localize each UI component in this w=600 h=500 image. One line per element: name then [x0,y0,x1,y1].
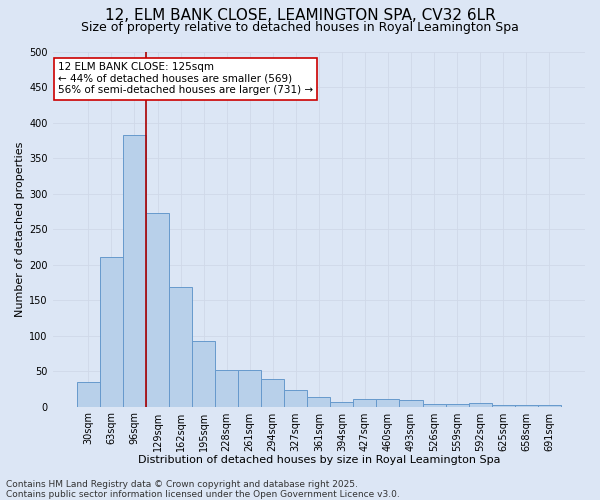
Bar [100,258,123,406]
Bar [515,405,538,406]
Bar [146,214,169,406]
Bar [538,405,561,406]
Y-axis label: Number of detached properties: Number of detached properties [15,142,25,316]
Bar [376,399,400,406]
Text: Contains HM Land Registry data © Crown copyright and database right 2025.
Contai: Contains HM Land Registry data © Crown c… [6,480,400,499]
Text: Size of property relative to detached houses in Royal Leamington Spa: Size of property relative to detached ho… [81,21,519,34]
Bar [422,404,446,406]
Bar [192,340,215,406]
Bar [284,390,307,406]
Bar [238,370,261,406]
Bar [261,379,284,406]
Bar [469,403,491,406]
Bar [331,402,353,406]
Bar [215,370,238,406]
X-axis label: Distribution of detached houses by size in Royal Leamington Spa: Distribution of detached houses by size … [137,455,500,465]
Bar [169,288,192,406]
Bar [353,399,376,406]
Bar [77,382,100,406]
Bar [491,405,515,406]
Text: 12, ELM BANK CLOSE, LEAMINGTON SPA, CV32 6LR: 12, ELM BANK CLOSE, LEAMINGTON SPA, CV32… [104,8,496,22]
Bar [123,136,146,406]
Bar [400,400,422,406]
Bar [307,398,331,406]
Bar [446,404,469,406]
Text: 12 ELM BANK CLOSE: 125sqm
← 44% of detached houses are smaller (569)
56% of semi: 12 ELM BANK CLOSE: 125sqm ← 44% of detac… [58,62,313,96]
